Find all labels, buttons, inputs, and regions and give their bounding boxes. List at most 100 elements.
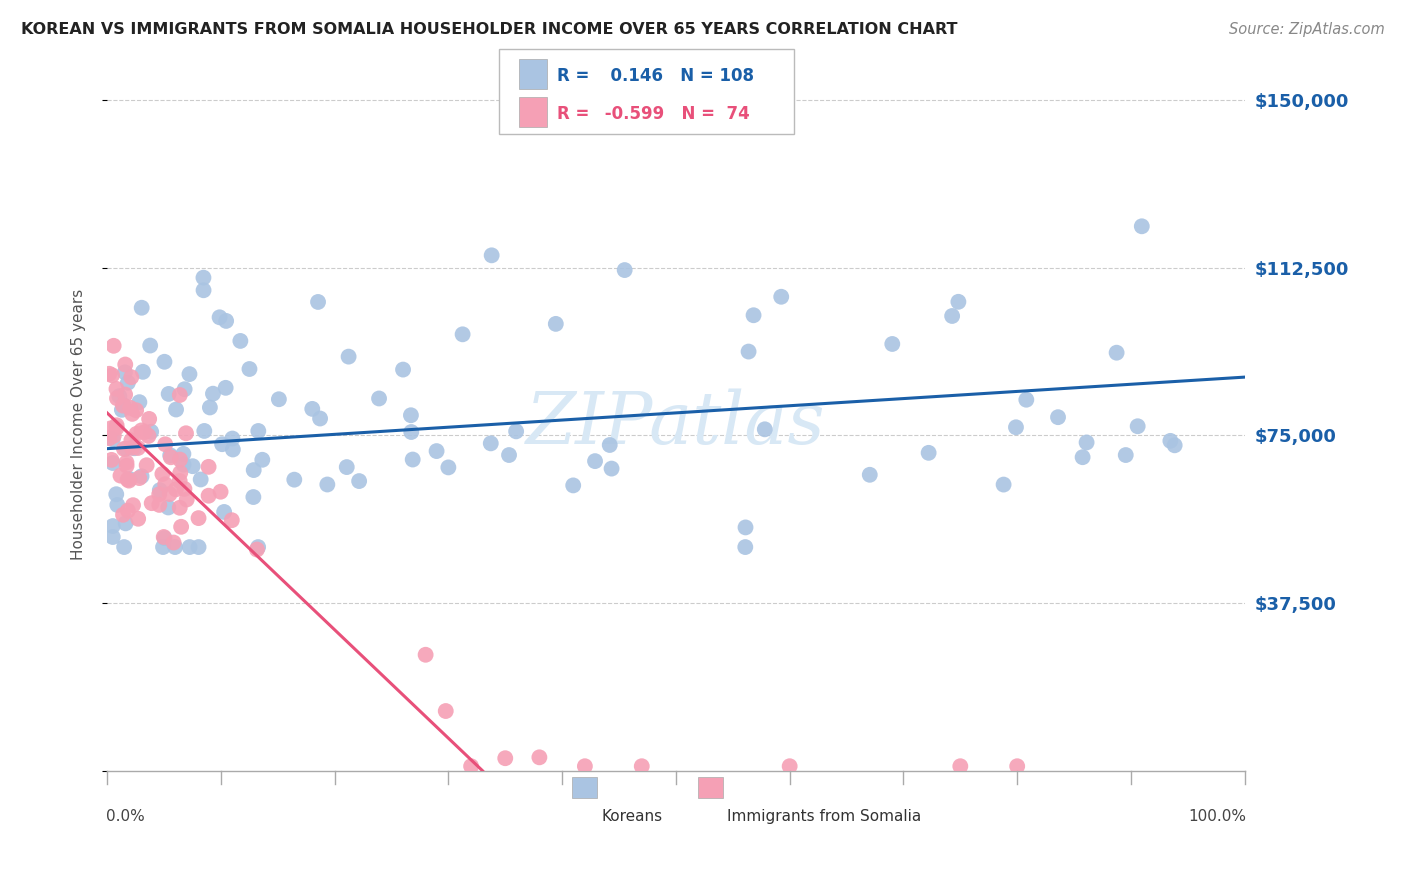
Text: 0.0%: 0.0% bbox=[105, 809, 145, 824]
Point bbox=[630, 759, 652, 773]
Point bbox=[127, 512, 149, 526]
Point bbox=[100, 453, 122, 467]
Point bbox=[100, 421, 122, 435]
FancyBboxPatch shape bbox=[572, 777, 598, 797]
Point bbox=[131, 424, 153, 438]
Point bbox=[283, 473, 305, 487]
Point bbox=[917, 446, 939, 460]
Point bbox=[103, 339, 125, 353]
Point bbox=[141, 425, 163, 439]
Point bbox=[238, 362, 260, 376]
Point bbox=[949, 759, 972, 773]
Point bbox=[112, 442, 135, 456]
Point bbox=[152, 467, 174, 481]
Text: R =: R = bbox=[557, 67, 589, 85]
Point bbox=[307, 295, 329, 310]
Point bbox=[115, 455, 138, 469]
Point bbox=[131, 469, 153, 483]
Point bbox=[1159, 434, 1181, 448]
Point bbox=[494, 751, 516, 765]
Point bbox=[169, 474, 191, 488]
Point bbox=[215, 314, 238, 328]
Point bbox=[1105, 345, 1128, 359]
Point bbox=[138, 412, 160, 426]
Point bbox=[139, 338, 162, 352]
Point bbox=[105, 498, 128, 512]
Point bbox=[155, 437, 177, 451]
Point bbox=[122, 498, 145, 512]
Point bbox=[170, 520, 193, 534]
Text: Koreans: Koreans bbox=[602, 809, 664, 824]
Point bbox=[190, 473, 212, 487]
Text: -0.599   N =  74: -0.599 N = 74 bbox=[599, 105, 749, 123]
Point bbox=[187, 540, 209, 554]
Point bbox=[157, 500, 180, 515]
Point bbox=[211, 437, 233, 451]
Point bbox=[882, 337, 904, 351]
Point bbox=[993, 477, 1015, 491]
Point bbox=[169, 466, 191, 480]
Point bbox=[529, 750, 551, 764]
Point bbox=[127, 441, 149, 455]
Point bbox=[179, 367, 201, 381]
Point bbox=[1163, 438, 1185, 452]
Point bbox=[347, 474, 370, 488]
Point bbox=[267, 392, 290, 407]
Point bbox=[399, 409, 422, 423]
Point bbox=[451, 327, 474, 342]
Point bbox=[101, 368, 124, 383]
Point bbox=[115, 442, 138, 456]
Point bbox=[115, 458, 138, 473]
Point bbox=[209, 484, 232, 499]
Point bbox=[222, 442, 245, 457]
Point bbox=[221, 432, 243, 446]
Point bbox=[101, 433, 124, 447]
Point bbox=[198, 401, 221, 415]
Point bbox=[169, 500, 191, 515]
Point bbox=[105, 421, 128, 435]
Point bbox=[583, 454, 606, 468]
Point bbox=[437, 460, 460, 475]
Text: KOREAN VS IMMIGRANTS FROM SOMALIA HOUSEHOLDER INCOME OVER 65 YEARS CORRELATION C: KOREAN VS IMMIGRANTS FROM SOMALIA HOUSEH… bbox=[21, 22, 957, 37]
Point bbox=[148, 487, 170, 501]
Point bbox=[599, 438, 621, 452]
Point bbox=[153, 531, 176, 545]
Point bbox=[208, 310, 231, 325]
Point bbox=[214, 381, 236, 395]
Point bbox=[1005, 420, 1028, 434]
Point bbox=[479, 436, 502, 450]
Point bbox=[173, 458, 195, 472]
Point bbox=[148, 498, 170, 512]
Point bbox=[600, 461, 623, 475]
Point bbox=[1115, 448, 1137, 462]
Point bbox=[165, 402, 187, 417]
Point bbox=[544, 317, 567, 331]
Point bbox=[212, 505, 235, 519]
Point bbox=[128, 471, 150, 485]
Text: Source: ZipAtlas.com: Source: ZipAtlas.com bbox=[1229, 22, 1385, 37]
Point bbox=[149, 483, 172, 498]
Point bbox=[426, 444, 449, 458]
Point bbox=[112, 540, 135, 554]
Text: 100.0%: 100.0% bbox=[1188, 809, 1246, 824]
Point bbox=[193, 283, 215, 297]
Point bbox=[159, 450, 181, 465]
Point bbox=[159, 448, 181, 462]
Point bbox=[153, 355, 176, 369]
Point bbox=[187, 511, 209, 525]
Point bbox=[301, 401, 323, 416]
Point bbox=[101, 456, 124, 470]
Point bbox=[941, 309, 963, 323]
Point bbox=[114, 387, 136, 401]
Point bbox=[734, 520, 756, 534]
Point bbox=[152, 530, 174, 544]
Point bbox=[309, 411, 332, 425]
Point bbox=[98, 431, 121, 445]
Point bbox=[121, 441, 143, 455]
Point bbox=[159, 487, 181, 501]
Point bbox=[110, 468, 132, 483]
Point bbox=[770, 290, 793, 304]
Point bbox=[415, 648, 437, 662]
Point bbox=[141, 496, 163, 510]
Point bbox=[132, 365, 155, 379]
